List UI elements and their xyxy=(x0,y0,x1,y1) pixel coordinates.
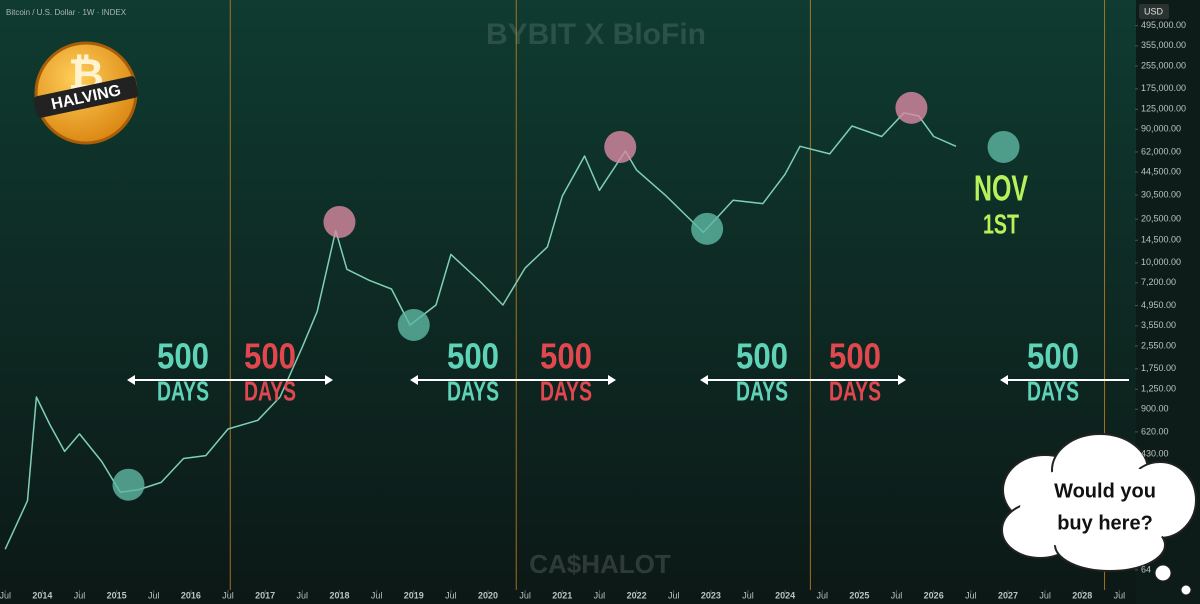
highlight-marker xyxy=(895,91,928,124)
y-tick-label: 1,250.00 xyxy=(1141,384,1176,394)
x-tick-label: 2028 xyxy=(1072,590,1092,600)
annotation-label: DAYS xyxy=(829,375,881,406)
y-tick-label: 430.00 xyxy=(1141,449,1169,459)
currency: USD xyxy=(1144,6,1164,16)
x-tick-label: Jul xyxy=(519,590,531,600)
y-tick-label: 2,550.00 xyxy=(1141,340,1176,350)
x-tick-label: 2016 xyxy=(181,590,201,600)
highlight-marker xyxy=(323,205,356,238)
y-tick-label: 30,500.00 xyxy=(1141,189,1181,199)
highlight-marker xyxy=(987,130,1020,163)
annotation-label: DAYS xyxy=(540,375,592,406)
bubble-dot xyxy=(1180,584,1192,596)
arrow-head xyxy=(700,375,708,385)
y-tick-label: 4,950.00 xyxy=(1141,300,1176,310)
x-tick-label: 2025 xyxy=(849,590,869,600)
currency-box xyxy=(1139,4,1169,19)
annotation-number: 500 xyxy=(540,336,592,377)
x-tick-label: 2021 xyxy=(552,590,572,600)
x-tick-label: Jul xyxy=(74,590,86,600)
x-tick-label: 2023 xyxy=(701,590,721,600)
callout-text: NOV xyxy=(974,168,1028,209)
bubble-text: buy here? xyxy=(1057,512,1153,534)
x-tick-label: Jul xyxy=(371,590,383,600)
y-tick-label: 62,000.00 xyxy=(1141,146,1181,156)
y-tick-label: 10,000.00 xyxy=(1141,257,1181,267)
x-tick-label: Jul xyxy=(594,590,606,600)
x-tick-label: 2027 xyxy=(998,590,1018,600)
x-tick-label: Jul xyxy=(965,590,977,600)
x-tick-label: Jul xyxy=(222,590,234,600)
annotation-number: 500 xyxy=(447,336,499,377)
y-tick-label: 64 xyxy=(1141,564,1151,574)
x-tick-label: 2019 xyxy=(404,590,424,600)
arrow-head xyxy=(325,375,333,385)
watermark: BYBIT X BloFin xyxy=(486,18,706,51)
x-tick-label: 2017 xyxy=(255,590,275,600)
plot-area: 500DAYS500DAYS500DAYS500DAYS500DAYS500DA… xyxy=(4,0,1138,593)
annotation-label: DAYS xyxy=(1027,375,1079,406)
y-tick-label: 3,550.00 xyxy=(1141,320,1176,330)
y-tick-label: 125,000.00 xyxy=(1141,104,1186,114)
bubble-dot xyxy=(1154,564,1172,582)
y-tick-label: 7,200.00 xyxy=(1141,277,1176,287)
highlight-marker xyxy=(112,468,145,501)
annotation-label: DAYS xyxy=(157,375,209,406)
y-tick-label: 495,000.00 xyxy=(1141,20,1186,30)
y-tick-label: 900.00 xyxy=(1141,404,1169,414)
annotation-number: 500 xyxy=(244,336,296,377)
x-tick-label: Jul xyxy=(891,590,903,600)
speech-bubble: Would you buy here? xyxy=(1001,433,1197,596)
x-tick-label: Jul xyxy=(1114,590,1126,600)
annotation-number: 500 xyxy=(1027,336,1079,377)
x-tick-label: Jul xyxy=(0,590,11,600)
x-tick-label: Jul xyxy=(742,590,754,600)
y-tick-label: 355,000.00 xyxy=(1141,40,1186,50)
y-tick-label: 14,500.00 xyxy=(1141,235,1181,245)
x-tick-label: Jul xyxy=(817,590,829,600)
annotation-number: 500 xyxy=(736,336,788,377)
x-tick-label: 2020 xyxy=(478,590,498,600)
callout-text: 1ST xyxy=(983,208,1019,239)
arrow-head xyxy=(898,375,906,385)
y-tick-label: 620.00 xyxy=(1141,426,1169,436)
annotation-number: 500 xyxy=(829,336,881,377)
x-tick-label: Jul xyxy=(297,590,309,600)
x-tick-label: Jul xyxy=(1039,590,1051,600)
x-tick-label: 2026 xyxy=(924,590,944,600)
highlight-marker xyxy=(604,130,637,163)
bubble-text: Would you xyxy=(1054,480,1156,502)
x-tick-label: 2018 xyxy=(329,590,349,600)
highlight-marker xyxy=(691,212,724,245)
y-tick-label: 255,000.00 xyxy=(1141,60,1186,70)
y-tick-label: 90,000.00 xyxy=(1141,124,1181,134)
arrow-head xyxy=(1000,375,1008,385)
x-tick-label: 2014 xyxy=(32,590,52,600)
x-tick-label: 2015 xyxy=(107,590,127,600)
y-tick-label: 1,750.00 xyxy=(1141,363,1176,373)
highlight-marker xyxy=(397,308,430,341)
annotation-number: 500 xyxy=(157,336,209,377)
annotation-label: DAYS xyxy=(736,375,788,406)
halving-logo: ₿ HALVING xyxy=(33,41,139,145)
y-tick-label: 175,000.00 xyxy=(1141,83,1186,93)
x-tick-label: 2024 xyxy=(775,590,795,600)
arrow-head xyxy=(127,375,135,385)
x-tick-label: 2022 xyxy=(627,590,647,600)
y-tick-label: 44,500.00 xyxy=(1141,166,1181,176)
watermark: CA$HALOT xyxy=(529,549,671,579)
y-tick-label: 20,500.00 xyxy=(1141,214,1181,224)
x-tick-label: Jul xyxy=(445,590,457,600)
x-tick-label: Jul xyxy=(148,590,160,600)
cloud-fill xyxy=(1020,463,1180,553)
annotation-label: DAYS xyxy=(447,375,499,406)
arrow-head xyxy=(608,375,616,385)
arrow-head xyxy=(410,375,418,385)
chart-title: Bitcoin / U.S. Dollar · 1W · INDEX xyxy=(6,8,127,17)
logo-band xyxy=(33,76,139,118)
annotation-label: DAYS xyxy=(244,375,296,406)
x-tick-label: Jul xyxy=(668,590,680,600)
